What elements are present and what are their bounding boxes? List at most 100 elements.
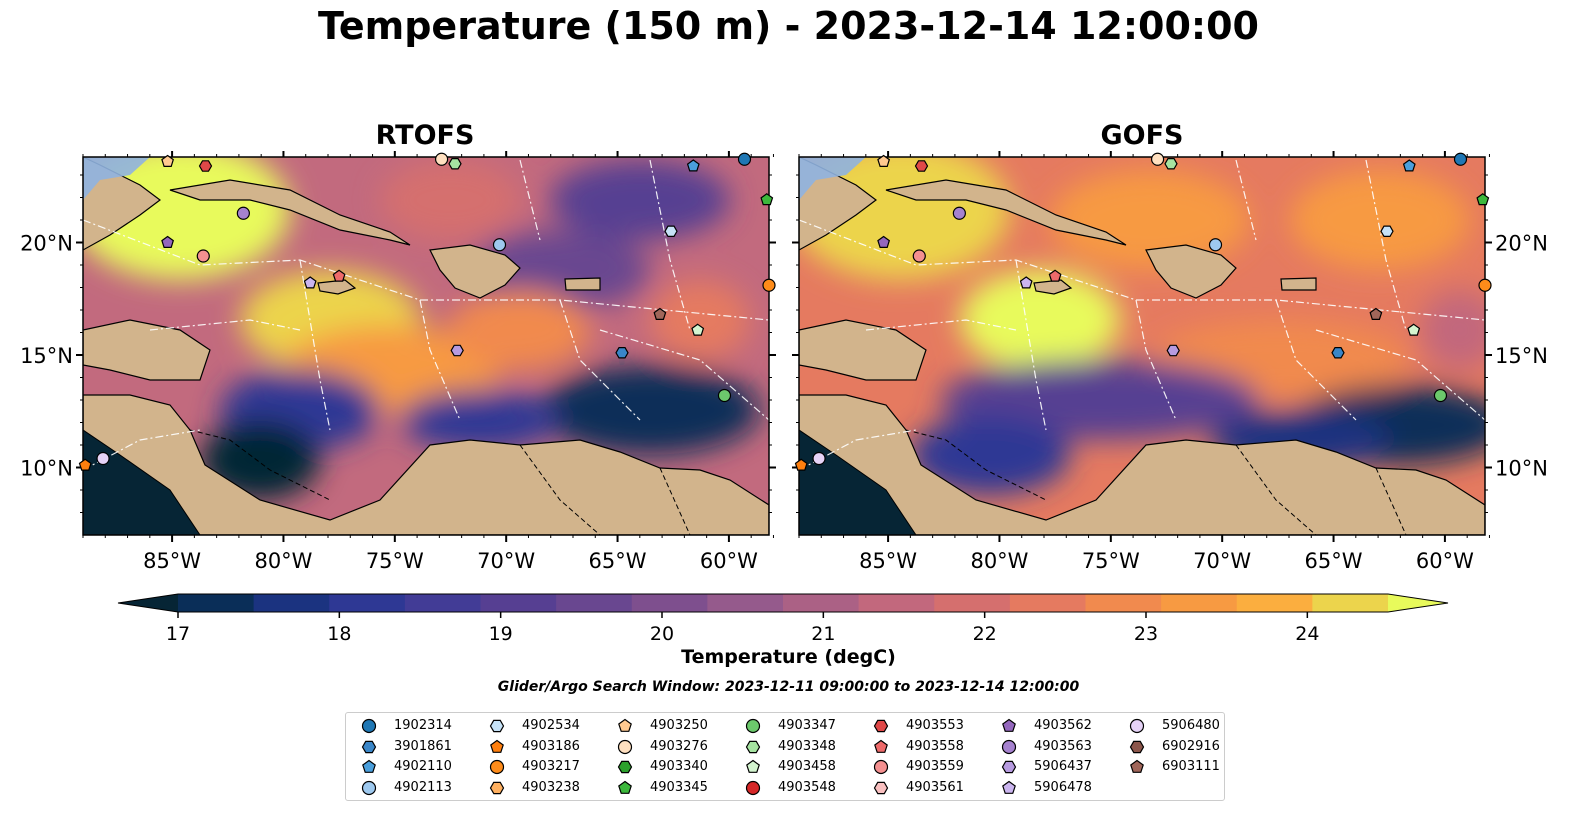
float-marker-4902534 <box>1380 225 1394 237</box>
search-window-caption: Glider/Argo Search Window: 2023-12-11 09… <box>497 679 1080 695</box>
colorbar-tick-label: 20 <box>650 623 674 645</box>
float-marker-5906480 <box>812 451 826 466</box>
legend-label: 5906480 <box>1162 718 1220 733</box>
legend-marker-icon <box>1002 718 1016 732</box>
legend-marker-icon <box>617 739 633 754</box>
float-marker-4903559 <box>196 249 210 263</box>
legend-label: 3901861 <box>394 738 452 754</box>
legend-label: 4903217 <box>522 759 580 774</box>
legend-label: 4903186 <box>522 738 580 754</box>
float-marker-4903562 <box>161 235 175 248</box>
float-marker-4903553 <box>198 160 213 172</box>
rtofs-map <box>83 157 769 535</box>
legend-marker-icon <box>1001 760 1017 774</box>
legend-marker-icon <box>361 718 377 734</box>
legend-marker-icon <box>873 781 889 794</box>
legend-label: 6902916 <box>1162 738 1220 754</box>
gofs-frame <box>798 156 1486 536</box>
colorbar-label: Temperature (degC) <box>681 646 896 668</box>
legend-marker-icon <box>489 759 505 775</box>
float-marker-4902113 <box>492 238 507 252</box>
lat-tick-label: 10°N <box>20 457 73 481</box>
float-marker-6903111 <box>1369 307 1383 320</box>
lat-tick-label: 15°N <box>20 344 73 368</box>
legend-label: 4903250 <box>650 718 708 733</box>
float-marker-4903562 <box>877 235 891 248</box>
float-marker-4903347 <box>717 388 732 403</box>
float-marker-5906437 <box>1166 344 1180 357</box>
legend-marker-icon <box>618 718 632 732</box>
float-marker-4903250 <box>877 154 891 167</box>
legend-marker-icon <box>1002 780 1016 794</box>
legend-label: 4903561 <box>906 779 964 795</box>
lon-tick-label: 60°W <box>700 549 758 573</box>
float-marker-4903348 <box>448 158 462 170</box>
lon-tick-label: 65°W <box>1305 549 1363 573</box>
legend-label: 4903563 <box>1034 738 1092 754</box>
float-marker-4902110 <box>1402 159 1416 172</box>
legend-label: 4903458 <box>778 759 836 774</box>
lon-tick-label: 75°W <box>366 549 424 573</box>
legend-marker-icon <box>1129 740 1145 753</box>
legend-marker-icon <box>745 780 761 795</box>
float-marker-4903553 <box>914 160 929 172</box>
rtofs-frame <box>82 156 770 536</box>
legend-marker-icon <box>1129 718 1145 734</box>
float-marker-4903563 <box>952 206 966 220</box>
legend-label: 4903276 <box>650 738 708 754</box>
legend-marker-icon <box>874 739 888 753</box>
lon-tick-label: 75°W <box>1082 549 1140 573</box>
legend-marker-icon <box>1130 759 1144 773</box>
legend-label: 5906478 <box>1034 779 1092 795</box>
legend-label: 4903548 <box>778 779 836 795</box>
colorbar-tick-label: 21 <box>811 623 835 645</box>
panel-title-rtofs: RTOFS <box>375 120 475 151</box>
colorbar-tick-label: 18 <box>327 623 351 645</box>
float-marker-5906480 <box>96 451 110 466</box>
legend-label: 5906437 <box>1034 759 1092 774</box>
legend-label: 4902534 <box>522 718 580 733</box>
gofs-map <box>799 157 1485 535</box>
lon-tick-label: 85°W <box>143 549 201 573</box>
legend-marker-icon <box>489 719 505 733</box>
legend-marker-icon <box>873 759 889 775</box>
float-marker-4902534 <box>664 225 678 237</box>
figure-title: Temperature (150 m) - 2023-12-14 12:00:0… <box>317 4 1259 48</box>
float-marker-4903345 <box>760 193 774 206</box>
legend-label: 4903559 <box>906 759 964 774</box>
legend-marker-icon <box>745 740 761 753</box>
lon-tick-label: 80°W <box>970 549 1028 573</box>
legend-label: 4903558 <box>906 738 964 754</box>
float-marker-4903347 <box>1433 388 1448 403</box>
legend-marker-icon <box>618 780 632 794</box>
lat-tick-label: 20°N <box>20 232 73 256</box>
float-marker-4903186 <box>78 458 92 471</box>
lon-tick-label: 65°W <box>589 549 647 573</box>
legend-marker-icon <box>1001 739 1017 754</box>
legend-label: 4903348 <box>778 738 836 754</box>
lat-tick-label: 10°N <box>1495 457 1548 481</box>
float-marker-4903276 <box>434 152 449 166</box>
legend-marker-icon <box>489 781 505 794</box>
float-marker-3901861 <box>1331 347 1345 359</box>
legend-label: 4903347 <box>778 718 836 733</box>
colorbar-tick-label: 22 <box>973 623 997 645</box>
legend-marker-icon <box>617 760 633 774</box>
float-marker-4902110 <box>686 159 700 172</box>
float-marker-4903217 <box>762 278 776 292</box>
legend-marker-icon <box>745 718 761 734</box>
float-marker-4902113 <box>1208 238 1223 252</box>
legend-marker-icon <box>362 759 376 773</box>
legend: 1902314 3901861 4902110 4902113 4902534 49031… <box>345 712 1225 801</box>
legend-label: 4903340 <box>650 759 708 774</box>
lon-tick-label: 60°W <box>1416 549 1474 573</box>
float-marker-1902314 <box>1453 152 1468 166</box>
lat-tick-label: 20°N <box>1495 232 1548 256</box>
legend-label: 4903238 <box>522 779 580 795</box>
colorbar-tick-label: 17 <box>166 623 190 645</box>
legend-marker-icon <box>873 719 889 733</box>
float-marker-4903458 <box>1407 323 1421 336</box>
legend-label: 4903553 <box>906 718 964 733</box>
legend-label: 4902110 <box>394 759 452 774</box>
